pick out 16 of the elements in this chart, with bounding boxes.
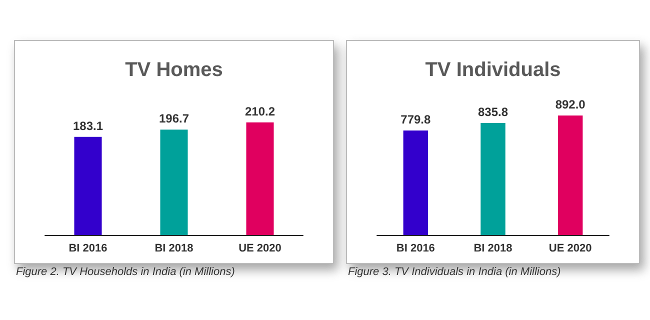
data-label: 779.8	[400, 112, 432, 127]
x-tick-label: UE 2020	[548, 242, 592, 254]
chart-title: TV Individuals	[425, 59, 561, 81]
data-label: 835.8	[478, 105, 508, 120]
data-label: 210.2	[244, 104, 276, 118]
x-tick-label: UE 2020	[238, 242, 282, 254]
chart-title: TV Homes	[125, 59, 223, 81]
x-tick-label: BI 2016	[396, 242, 435, 254]
x-tick-label: BI 2018	[154, 242, 194, 254]
data-label: 892.0	[555, 97, 586, 112]
caption: Figure 2. TV Households in India (in Millions)	[16, 266, 235, 278]
data-label: 196.7	[158, 112, 190, 126]
caption: Figure 3. TV Individuals in India (in Millions)	[348, 266, 561, 278]
x-tick-label: BI 2018	[474, 242, 512, 254]
x-tick-label: BI 2016	[68, 242, 108, 254]
data-label: 183.1	[72, 118, 104, 133]
